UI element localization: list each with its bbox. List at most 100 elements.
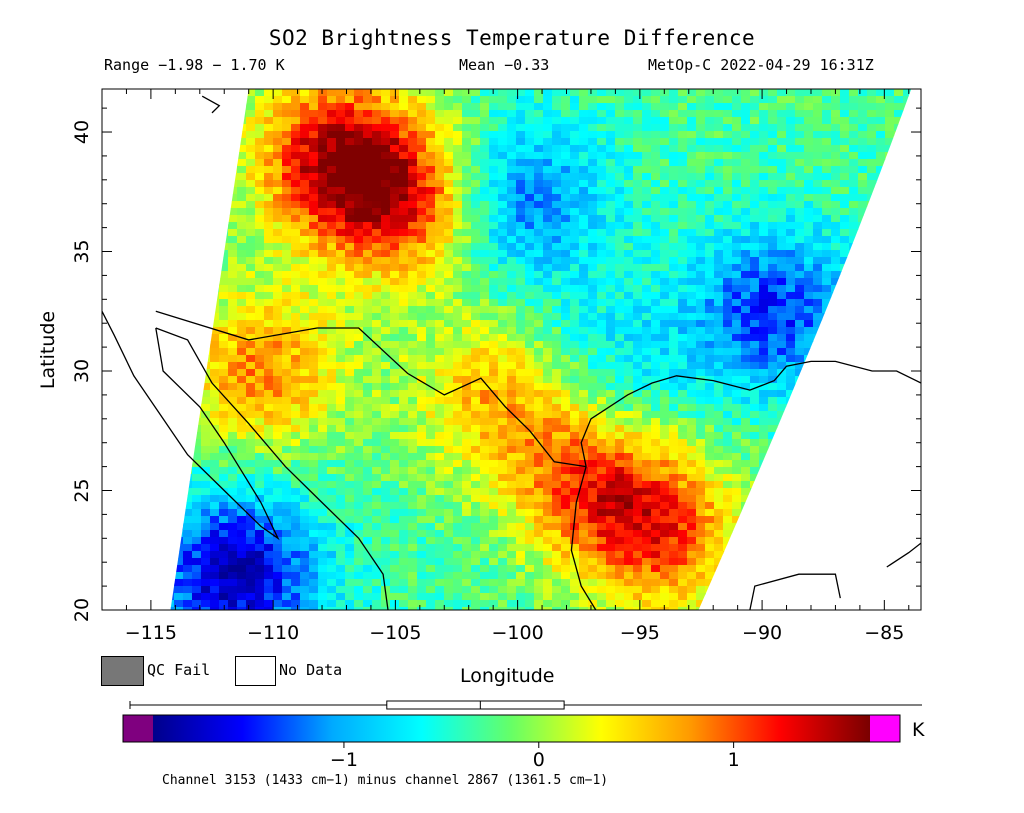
heatmap-cell bbox=[876, 278, 886, 286]
heatmap-cell bbox=[849, 215, 859, 223]
heatmap-cell bbox=[552, 439, 562, 447]
heatmap-cell bbox=[327, 306, 337, 314]
heatmap-cell bbox=[138, 327, 148, 335]
heatmap-cell bbox=[849, 411, 859, 419]
heatmap-cell bbox=[660, 404, 670, 412]
heatmap-cell bbox=[192, 208, 202, 216]
heatmap-cell bbox=[903, 285, 912, 293]
heatmap-cell bbox=[318, 194, 328, 202]
heatmap-cell bbox=[660, 418, 670, 426]
heatmap-cell bbox=[741, 166, 751, 174]
heatmap-cell bbox=[561, 215, 571, 223]
heatmap-cell bbox=[642, 215, 652, 223]
heatmap-cell bbox=[696, 327, 706, 335]
heatmap-cell bbox=[732, 215, 742, 223]
heatmap-cell bbox=[183, 285, 193, 293]
heatmap-cell bbox=[174, 369, 184, 377]
heatmap-cell bbox=[102, 285, 112, 293]
heatmap-cell bbox=[714, 404, 724, 412]
heatmap-cell bbox=[507, 446, 517, 454]
heatmap-cell bbox=[435, 327, 445, 335]
heatmap-cell bbox=[408, 208, 418, 216]
heatmap-cell bbox=[777, 341, 787, 349]
heatmap-cell bbox=[336, 208, 346, 216]
heatmap-cell bbox=[363, 320, 373, 328]
heatmap-cell bbox=[660, 446, 670, 454]
heatmap-cell bbox=[561, 397, 571, 405]
heatmap-cell bbox=[129, 215, 139, 223]
heatmap-cell bbox=[453, 292, 463, 300]
heatmap-cell bbox=[408, 215, 418, 223]
heatmap-cell bbox=[183, 131, 193, 139]
heatmap-cell bbox=[273, 243, 283, 251]
heatmap-cell bbox=[786, 411, 796, 419]
heatmap-cell bbox=[597, 145, 607, 153]
heatmap-cell bbox=[399, 327, 409, 335]
heatmap-cell bbox=[300, 404, 310, 412]
heatmap-cell bbox=[714, 383, 724, 391]
heatmap-cell bbox=[633, 236, 643, 244]
heatmap-cell bbox=[705, 467, 715, 475]
heatmap-cell bbox=[138, 362, 148, 370]
heatmap-cell bbox=[246, 292, 256, 300]
heatmap-cell bbox=[246, 208, 256, 216]
heatmap-cell bbox=[615, 348, 625, 356]
heatmap-cell bbox=[399, 194, 409, 202]
heatmap-cell bbox=[426, 152, 436, 160]
heatmap-cell bbox=[579, 397, 589, 405]
heatmap-cell bbox=[615, 236, 625, 244]
heatmap-cell bbox=[363, 208, 373, 216]
heatmap-cell bbox=[912, 103, 922, 111]
heatmap-cell bbox=[651, 369, 661, 377]
heatmap-cell bbox=[516, 208, 526, 216]
heatmap-cell bbox=[588, 348, 598, 356]
heatmap-cell bbox=[102, 257, 112, 265]
heatmap-cell bbox=[777, 152, 787, 160]
heatmap-cell bbox=[570, 152, 580, 160]
heatmap-cell bbox=[885, 103, 895, 111]
heatmap-cell bbox=[885, 334, 895, 342]
heatmap-cell bbox=[435, 138, 445, 146]
heatmap-cell bbox=[174, 306, 184, 314]
heatmap-cell bbox=[156, 117, 166, 125]
heatmap-cell bbox=[786, 383, 796, 391]
heatmap-cell bbox=[552, 362, 562, 370]
heatmap-cell bbox=[795, 383, 805, 391]
heatmap-cell bbox=[291, 278, 301, 286]
heatmap-cell bbox=[354, 341, 364, 349]
heatmap-cell bbox=[642, 299, 652, 307]
heatmap-cell bbox=[624, 250, 634, 258]
heatmap-cell bbox=[561, 250, 571, 258]
heatmap-cell bbox=[660, 250, 670, 258]
heatmap-cell bbox=[129, 131, 139, 139]
heatmap-cell bbox=[147, 460, 157, 468]
heatmap-cell bbox=[795, 110, 805, 118]
heatmap-cell bbox=[786, 96, 796, 104]
heatmap-cell bbox=[813, 390, 823, 398]
heatmap-cell bbox=[759, 320, 769, 328]
heatmap-cell bbox=[426, 313, 436, 321]
heatmap-cell bbox=[399, 404, 409, 412]
heatmap-cell bbox=[255, 166, 265, 174]
heatmap-cell bbox=[597, 110, 607, 118]
heatmap-cell bbox=[759, 173, 769, 181]
heatmap-cell bbox=[471, 201, 481, 209]
heatmap-cell bbox=[291, 159, 301, 167]
heatmap-cell bbox=[255, 117, 265, 125]
heatmap-cell bbox=[336, 453, 346, 461]
heatmap-cell bbox=[813, 383, 823, 391]
heatmap-cell bbox=[741, 278, 751, 286]
heatmap-cell bbox=[516, 467, 526, 475]
heatmap-cell bbox=[390, 138, 400, 146]
heatmap-cell bbox=[903, 313, 912, 321]
heatmap-cell bbox=[345, 446, 355, 454]
heatmap-cell bbox=[255, 131, 265, 139]
heatmap-cell bbox=[687, 425, 697, 433]
heatmap-cell bbox=[498, 96, 508, 104]
heatmap-cell bbox=[759, 453, 769, 461]
heatmap-cell bbox=[678, 376, 688, 384]
heatmap-cell bbox=[201, 194, 211, 202]
heatmap-cell bbox=[543, 446, 553, 454]
heatmap-cell bbox=[291, 362, 301, 370]
heatmap-cell bbox=[813, 173, 823, 181]
